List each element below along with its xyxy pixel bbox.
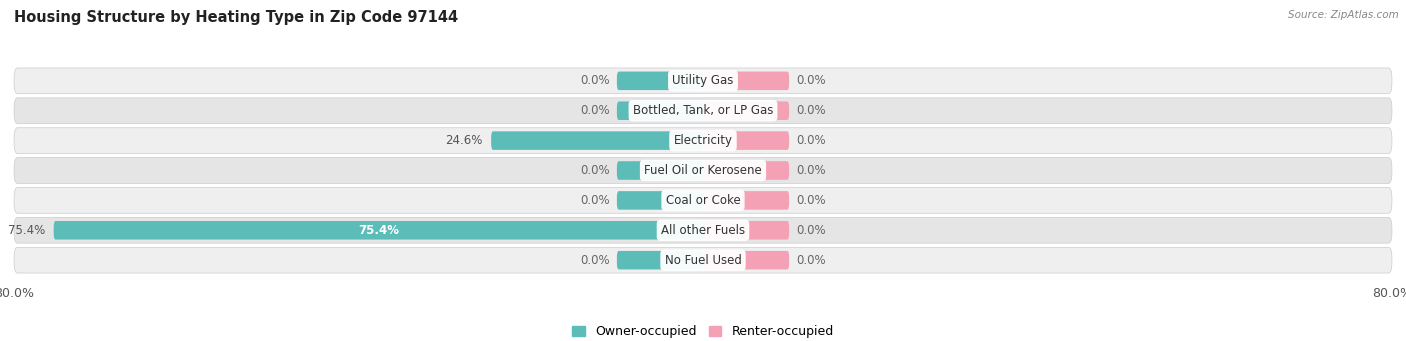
Text: 0.0%: 0.0% <box>796 194 825 207</box>
Text: 0.0%: 0.0% <box>581 104 610 117</box>
Text: 0.0%: 0.0% <box>796 164 825 177</box>
Text: 0.0%: 0.0% <box>581 254 610 267</box>
FancyBboxPatch shape <box>14 128 1392 153</box>
Text: Fuel Oil or Kerosene: Fuel Oil or Kerosene <box>644 164 762 177</box>
FancyBboxPatch shape <box>14 218 1392 243</box>
Text: Housing Structure by Heating Type in Zip Code 97144: Housing Structure by Heating Type in Zip… <box>14 10 458 25</box>
FancyBboxPatch shape <box>703 161 789 180</box>
FancyBboxPatch shape <box>617 191 703 210</box>
FancyBboxPatch shape <box>617 161 703 180</box>
FancyBboxPatch shape <box>703 131 789 150</box>
Text: 0.0%: 0.0% <box>581 74 610 87</box>
Text: 0.0%: 0.0% <box>796 224 825 237</box>
Text: 0.0%: 0.0% <box>581 194 610 207</box>
Text: 0.0%: 0.0% <box>796 74 825 87</box>
FancyBboxPatch shape <box>14 247 1392 273</box>
FancyBboxPatch shape <box>14 158 1392 183</box>
FancyBboxPatch shape <box>53 221 703 240</box>
FancyBboxPatch shape <box>703 191 789 210</box>
FancyBboxPatch shape <box>617 251 703 269</box>
Text: Utility Gas: Utility Gas <box>672 74 734 87</box>
FancyBboxPatch shape <box>14 188 1392 213</box>
Legend: Owner-occupied, Renter-occupied: Owner-occupied, Renter-occupied <box>568 320 838 341</box>
FancyBboxPatch shape <box>703 251 789 269</box>
Text: No Fuel Used: No Fuel Used <box>665 254 741 267</box>
Text: Coal or Coke: Coal or Coke <box>665 194 741 207</box>
FancyBboxPatch shape <box>703 221 789 240</box>
Text: Bottled, Tank, or LP Gas: Bottled, Tank, or LP Gas <box>633 104 773 117</box>
Text: All other Fuels: All other Fuels <box>661 224 745 237</box>
Text: Electricity: Electricity <box>673 134 733 147</box>
FancyBboxPatch shape <box>703 72 789 90</box>
FancyBboxPatch shape <box>491 131 703 150</box>
FancyBboxPatch shape <box>617 72 703 90</box>
Text: 75.4%: 75.4% <box>359 224 399 237</box>
FancyBboxPatch shape <box>617 101 703 120</box>
FancyBboxPatch shape <box>703 101 789 120</box>
Text: 0.0%: 0.0% <box>796 104 825 117</box>
Text: 75.4%: 75.4% <box>8 224 45 237</box>
Text: 24.6%: 24.6% <box>446 134 482 147</box>
FancyBboxPatch shape <box>14 68 1392 94</box>
Text: Source: ZipAtlas.com: Source: ZipAtlas.com <box>1288 10 1399 20</box>
Text: 0.0%: 0.0% <box>796 254 825 267</box>
Text: 0.0%: 0.0% <box>581 164 610 177</box>
Text: 0.0%: 0.0% <box>796 134 825 147</box>
FancyBboxPatch shape <box>14 98 1392 123</box>
